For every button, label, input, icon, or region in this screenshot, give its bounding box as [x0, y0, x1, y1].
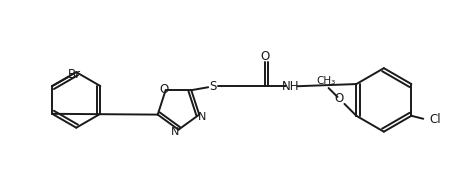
- Text: Br: Br: [68, 68, 80, 81]
- Text: NH: NH: [282, 80, 299, 93]
- Text: N: N: [198, 112, 207, 122]
- Text: O: O: [159, 83, 169, 96]
- Text: N: N: [171, 127, 179, 137]
- Text: O: O: [335, 93, 344, 105]
- Text: CH₃: CH₃: [316, 76, 335, 86]
- Text: S: S: [209, 80, 217, 93]
- Text: O: O: [260, 50, 269, 63]
- Text: Cl: Cl: [429, 113, 441, 126]
